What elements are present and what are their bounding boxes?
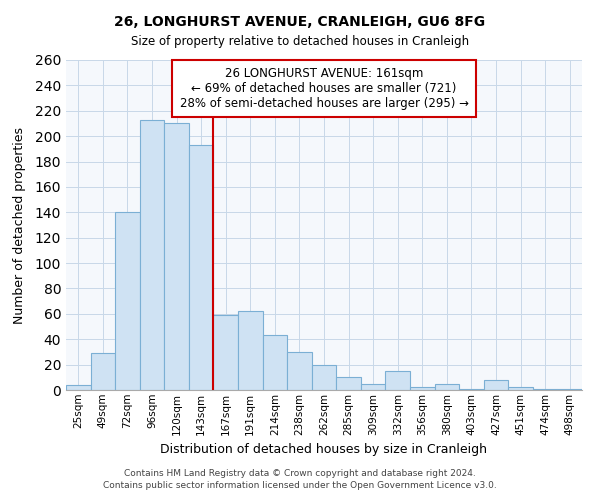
Bar: [533, 388, 557, 390]
Bar: [385, 371, 410, 390]
Bar: [66, 385, 91, 390]
Bar: [434, 384, 459, 390]
Bar: [140, 120, 164, 390]
Bar: [336, 378, 361, 390]
Text: Size of property relative to detached houses in Cranleigh: Size of property relative to detached ho…: [131, 35, 469, 48]
Bar: [164, 124, 189, 390]
Text: Contains HM Land Registry data © Crown copyright and database right 2024.
Contai: Contains HM Land Registry data © Crown c…: [103, 468, 497, 490]
Bar: [361, 384, 385, 390]
Bar: [557, 388, 582, 390]
Bar: [508, 388, 533, 390]
Bar: [263, 336, 287, 390]
Bar: [459, 388, 484, 390]
Bar: [484, 380, 508, 390]
Text: 26 LONGHURST AVENUE: 161sqm
← 69% of detached houses are smaller (721)
28% of se: 26 LONGHURST AVENUE: 161sqm ← 69% of det…: [179, 66, 469, 110]
Bar: [189, 145, 214, 390]
Bar: [214, 315, 238, 390]
Bar: [91, 353, 115, 390]
Bar: [238, 312, 263, 390]
Bar: [115, 212, 140, 390]
Bar: [287, 352, 312, 390]
Bar: [312, 364, 336, 390]
Text: 26, LONGHURST AVENUE, CRANLEIGH, GU6 8FG: 26, LONGHURST AVENUE, CRANLEIGH, GU6 8FG: [115, 15, 485, 29]
X-axis label: Distribution of detached houses by size in Cranleigh: Distribution of detached houses by size …: [161, 443, 487, 456]
Y-axis label: Number of detached properties: Number of detached properties: [13, 126, 26, 324]
Bar: [410, 388, 434, 390]
